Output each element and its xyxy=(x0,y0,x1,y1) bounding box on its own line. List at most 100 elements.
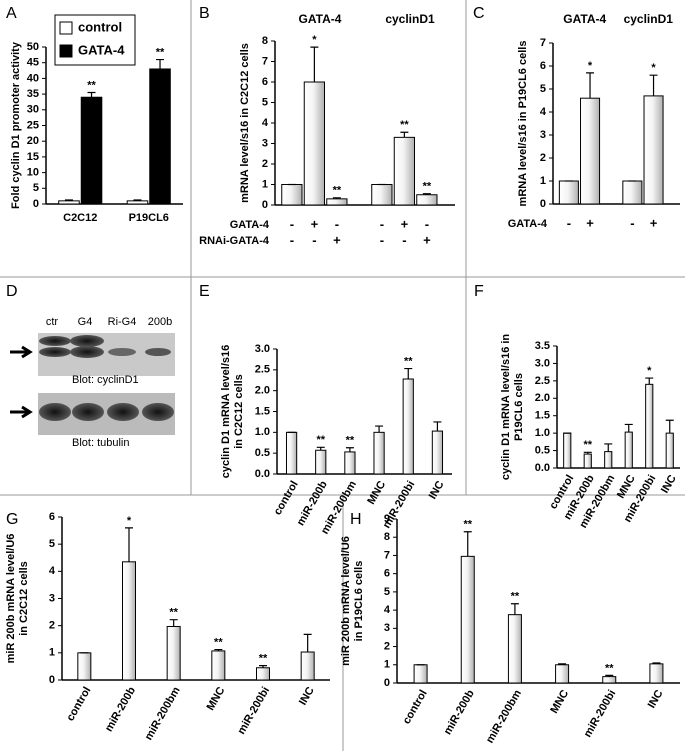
y-tick-label: 3.0 xyxy=(535,357,550,369)
bar xyxy=(580,97,601,205)
condition-sign: + xyxy=(333,232,341,247)
y-tick-label: 40 xyxy=(27,72,39,84)
y-tick-label: 6 xyxy=(49,511,55,523)
bar xyxy=(555,664,570,684)
condition-label: GATA-4 xyxy=(508,218,548,230)
bar xyxy=(315,449,327,475)
error-bar xyxy=(125,527,133,562)
blot-label: Blot: cyclinD1 xyxy=(72,374,139,386)
y-tick-label: 1 xyxy=(540,175,546,187)
bar xyxy=(326,198,348,206)
y-tick-label: 50 xyxy=(27,41,39,53)
bar xyxy=(624,431,633,469)
condition-sign: - xyxy=(567,215,571,230)
lane-label: Ri-G4 xyxy=(108,316,137,328)
bar xyxy=(126,200,149,205)
blot-band xyxy=(72,403,104,421)
y-tick-label: 2.5 xyxy=(255,364,270,376)
legend-swatch xyxy=(59,44,73,58)
bar xyxy=(622,180,643,205)
y-tick-label: 4 xyxy=(262,117,269,129)
error-bar xyxy=(316,446,325,451)
condition-sign: + xyxy=(311,216,319,231)
x-tick-label: INC xyxy=(646,688,666,710)
y-tick-label: 30 xyxy=(27,104,39,116)
bar xyxy=(643,95,664,205)
y-tick-label: 7 xyxy=(262,55,268,67)
condition-sign: + xyxy=(401,216,409,231)
y-tick-label: 0.5 xyxy=(255,447,270,459)
y-axis-label: in P19CL6 cells xyxy=(353,561,365,642)
bar xyxy=(402,378,414,475)
condition-sign: + xyxy=(650,215,658,230)
significance: ** xyxy=(400,119,409,131)
blot-band xyxy=(70,346,104,358)
y-axis-label: P19CL6 cells xyxy=(513,373,525,441)
condition-sign: + xyxy=(423,232,431,247)
y-tick-label: 0 xyxy=(540,198,546,210)
error-bar xyxy=(604,443,613,452)
x-tick-label: miR-200bi xyxy=(235,685,272,737)
bar xyxy=(604,451,613,469)
significance: ** xyxy=(423,181,432,193)
bar xyxy=(413,664,428,684)
y-axis-label: miR 200b mRNA level/U6 xyxy=(5,534,17,664)
y-tick-label: 3.0 xyxy=(255,343,270,355)
y-tick-label: 3 xyxy=(384,622,390,634)
bar xyxy=(602,676,617,684)
error-bar xyxy=(214,648,223,651)
bar xyxy=(558,180,579,205)
x-tick-label: MNC xyxy=(365,479,388,507)
blot-band xyxy=(39,336,71,346)
group-label: cyclinD1 xyxy=(624,12,674,26)
y-tick-label: 35 xyxy=(27,88,39,100)
x-tick-label: C2C12 xyxy=(63,212,97,224)
y-axis-label: mRNA level/s16 in C2C12 cells xyxy=(239,43,251,203)
legend: control GATA-4 xyxy=(54,14,136,66)
error-bar xyxy=(422,193,431,195)
error-bar xyxy=(665,419,674,434)
significance: ** xyxy=(404,355,413,367)
blot-panel: D ctr G4 Ri-G4 200b Blot: cyclinD1 Blot:… xyxy=(6,283,175,449)
bar xyxy=(256,667,270,681)
y-tick-label: 4 xyxy=(540,106,547,118)
panel-label: B xyxy=(199,5,210,22)
bar xyxy=(285,431,298,475)
significance: ** xyxy=(316,434,325,446)
error-bar xyxy=(310,46,319,82)
error-bar xyxy=(645,377,654,385)
significance: * xyxy=(312,34,317,46)
condition-sign: - xyxy=(290,232,294,247)
x-tick-label: INC xyxy=(297,685,317,707)
y-tick-label: 2 xyxy=(540,152,546,164)
y-tick-label: 1 xyxy=(384,659,390,671)
y-axis-label: miR 200b mRNA level/U6 xyxy=(340,536,352,666)
y-axis-label: Fold cyclin D1 promoter activity xyxy=(10,41,22,209)
bar xyxy=(645,383,654,469)
y-tick-label: 2.0 xyxy=(535,392,550,404)
panel-label: H xyxy=(350,511,362,528)
x-tick-label: miR-200b xyxy=(103,685,138,734)
condition-sign: - xyxy=(402,232,406,247)
blot-band xyxy=(108,348,136,356)
panel-label: D xyxy=(6,283,18,300)
blot-band xyxy=(39,347,71,357)
y-axis-label: in C2C12 cells xyxy=(233,374,245,449)
y-tick-label: 8 xyxy=(384,531,390,543)
lane-label: ctr xyxy=(46,316,59,328)
y-tick-label: 5 xyxy=(540,83,546,95)
y-tick-label: 3 xyxy=(262,137,268,149)
y-tick-label: 1 xyxy=(49,647,55,659)
y-axis-label: cyclin D1 mRNA level/s16 xyxy=(220,345,232,479)
bar xyxy=(665,432,674,469)
bar xyxy=(416,194,438,206)
condition-sign: - xyxy=(380,232,384,247)
error-bar xyxy=(133,199,142,201)
significance: ** xyxy=(214,636,223,648)
group-label: GATA-4 xyxy=(299,12,342,26)
x-tick-label: INC xyxy=(659,473,679,495)
panel-label: G xyxy=(6,511,18,528)
bar xyxy=(80,96,103,205)
significance: ** xyxy=(156,46,165,58)
